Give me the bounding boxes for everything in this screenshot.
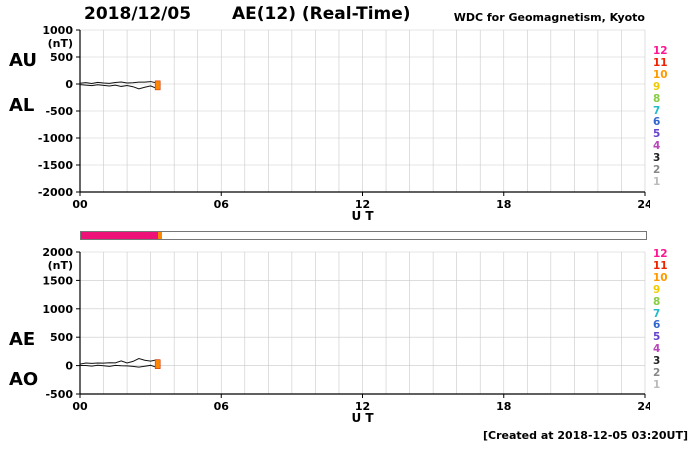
station-count-3: 3: [653, 355, 661, 368]
station-count-6: 6: [653, 319, 661, 332]
y-axis-unit: (nT): [48, 37, 73, 50]
index-trace-ae: [79, 357, 157, 365]
y-tick-label: -1000: [38, 132, 74, 145]
y-tick-label: 0: [65, 78, 73, 91]
x-tick-label: 06: [214, 400, 230, 413]
index-trace-au: [79, 81, 157, 84]
x-tick-label: 00: [72, 400, 88, 413]
latest-data-marker: [154, 80, 161, 91]
station-count-7: 7: [653, 307, 661, 320]
station-count-9: 9: [653, 283, 661, 296]
x-tick-label: 00: [72, 198, 88, 211]
x-tick-label: 24: [637, 400, 650, 413]
station-count-11: 11: [653, 259, 668, 272]
y-tick-label: -500: [45, 388, 73, 401]
station-count-5: 5: [653, 331, 661, 344]
station-count-legend-bottom: 12 11 10 9 8 7 6 5 4 3 2 1: [653, 248, 668, 392]
station-count-1: 1: [653, 378, 661, 391]
y-tick-label: -2000: [38, 186, 74, 199]
au-label: AU: [9, 50, 37, 71]
station-count-12: 12: [653, 45, 668, 57]
y-tick-label: -500: [45, 105, 73, 118]
station-count-3: 3: [653, 152, 661, 165]
station-count-5: 5: [653, 128, 661, 141]
station-count-7: 7: [653, 104, 661, 117]
y-tick-label: 0: [65, 360, 73, 373]
x-tick-label: 24: [637, 198, 650, 211]
station-count-8: 8: [653, 92, 661, 105]
station-count-4: 4: [653, 140, 661, 153]
index-trace-al: [79, 84, 157, 90]
station-count-legend-top: 12 11 10 9 8 7 6 5 4 3 2 1: [653, 45, 668, 189]
station-count-10: 10: [653, 68, 668, 81]
station-count-9: 9: [653, 80, 661, 93]
data-coverage-bar: [80, 231, 647, 240]
created-timestamp: [Created at 2018-12-05 03:20UT]: [482, 429, 688, 442]
y-tick-label: 1500: [42, 274, 73, 287]
station-count-8: 8: [653, 295, 661, 308]
station-count-2: 2: [653, 164, 661, 177]
plot-title: AE(12) (Real-Time): [232, 4, 411, 24]
station-count-4: 4: [653, 343, 661, 356]
station-count-1: 1: [653, 175, 661, 188]
x-tick-label: 12: [355, 400, 370, 413]
ae-label: AE: [9, 329, 36, 350]
latest-data-marker: [154, 359, 161, 369]
x-tick-label: 06: [214, 198, 230, 211]
y-tick-label: 1000: [42, 303, 73, 316]
y-tick-label: 500: [50, 331, 73, 344]
x-tick-label: 18: [496, 198, 511, 211]
y-tick-label: 500: [50, 51, 73, 64]
coverage-tip: [157, 232, 162, 239]
x-axis-label: U T: [351, 411, 374, 425]
station-count-10: 10: [653, 271, 668, 284]
y-tick-label: 2000: [42, 246, 73, 259]
al-label: AL: [9, 95, 35, 116]
station-count-12: 12: [653, 248, 668, 260]
y-axis-unit: (nT): [48, 259, 73, 272]
ao-label: AO: [9, 369, 39, 390]
index-trace-ao: [79, 364, 157, 368]
y-tick-label: 1000: [42, 24, 73, 37]
station-count-2: 2: [653, 367, 661, 380]
station-count-6: 6: [653, 116, 661, 129]
y-tick-label: -1500: [38, 159, 74, 172]
x-tick-label: 18: [496, 400, 511, 413]
plot-date: 2018/12/05: [84, 4, 192, 24]
station-count-11: 11: [653, 56, 668, 69]
data-source: WDC for Geomagnetism, Kyoto: [453, 11, 645, 24]
coverage-fill: [81, 232, 158, 239]
x-tick-label: 12: [355, 198, 370, 211]
x-axis-label: U T: [351, 209, 374, 223]
